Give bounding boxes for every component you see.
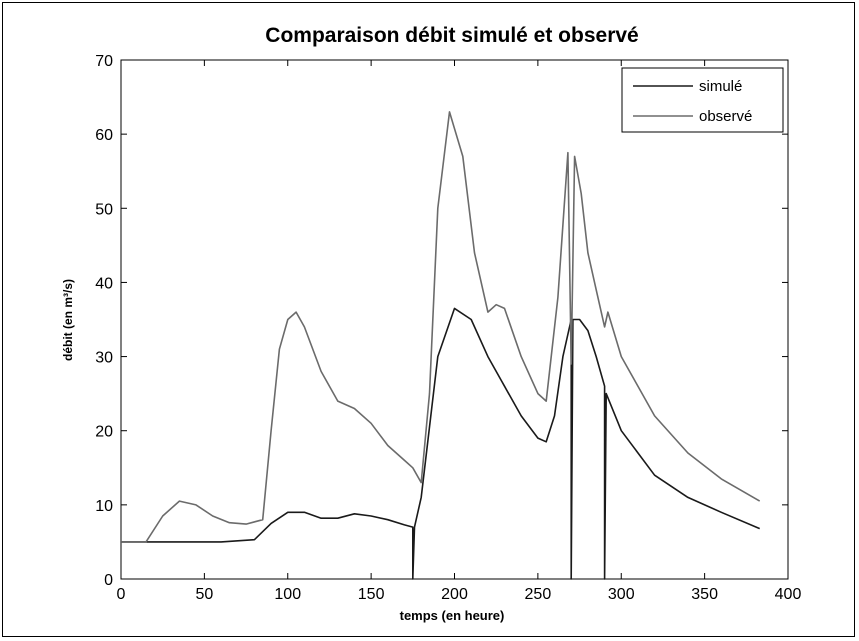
legend-label-observe: observé bbox=[699, 108, 752, 125]
x-tick-label: 250 bbox=[525, 586, 552, 603]
x-tick-label: 0 bbox=[117, 586, 126, 603]
legend-label-simule: simulé bbox=[699, 78, 742, 95]
y-tick-label: 10 bbox=[95, 498, 113, 515]
y-tick-label: 20 bbox=[95, 424, 113, 441]
y-tick-label: 40 bbox=[95, 275, 113, 292]
x-tick-label: 200 bbox=[441, 586, 468, 603]
legend: simulé observé bbox=[622, 68, 783, 132]
x-tick-label: 150 bbox=[358, 586, 385, 603]
x-tick-label: 100 bbox=[274, 586, 301, 603]
chart-title: Comparaison débit simulé et observé bbox=[265, 24, 638, 47]
x-tick-label: 350 bbox=[691, 586, 718, 603]
y-tick-label: 60 bbox=[95, 127, 113, 144]
x-axis-label: temps (en heure) bbox=[400, 608, 505, 623]
y-tick-label: 30 bbox=[95, 350, 113, 367]
x-tick-label: 400 bbox=[775, 586, 802, 603]
plot-area bbox=[121, 60, 788, 579]
y-tick-label: 50 bbox=[95, 201, 113, 218]
y-tick-label: 70 bbox=[95, 53, 113, 70]
y-axis-label: débit (en m³/s) bbox=[61, 279, 75, 361]
x-tick-label: 50 bbox=[195, 586, 213, 603]
y-tick-label: 0 bbox=[104, 572, 113, 589]
x-tick-label: 300 bbox=[608, 586, 635, 603]
